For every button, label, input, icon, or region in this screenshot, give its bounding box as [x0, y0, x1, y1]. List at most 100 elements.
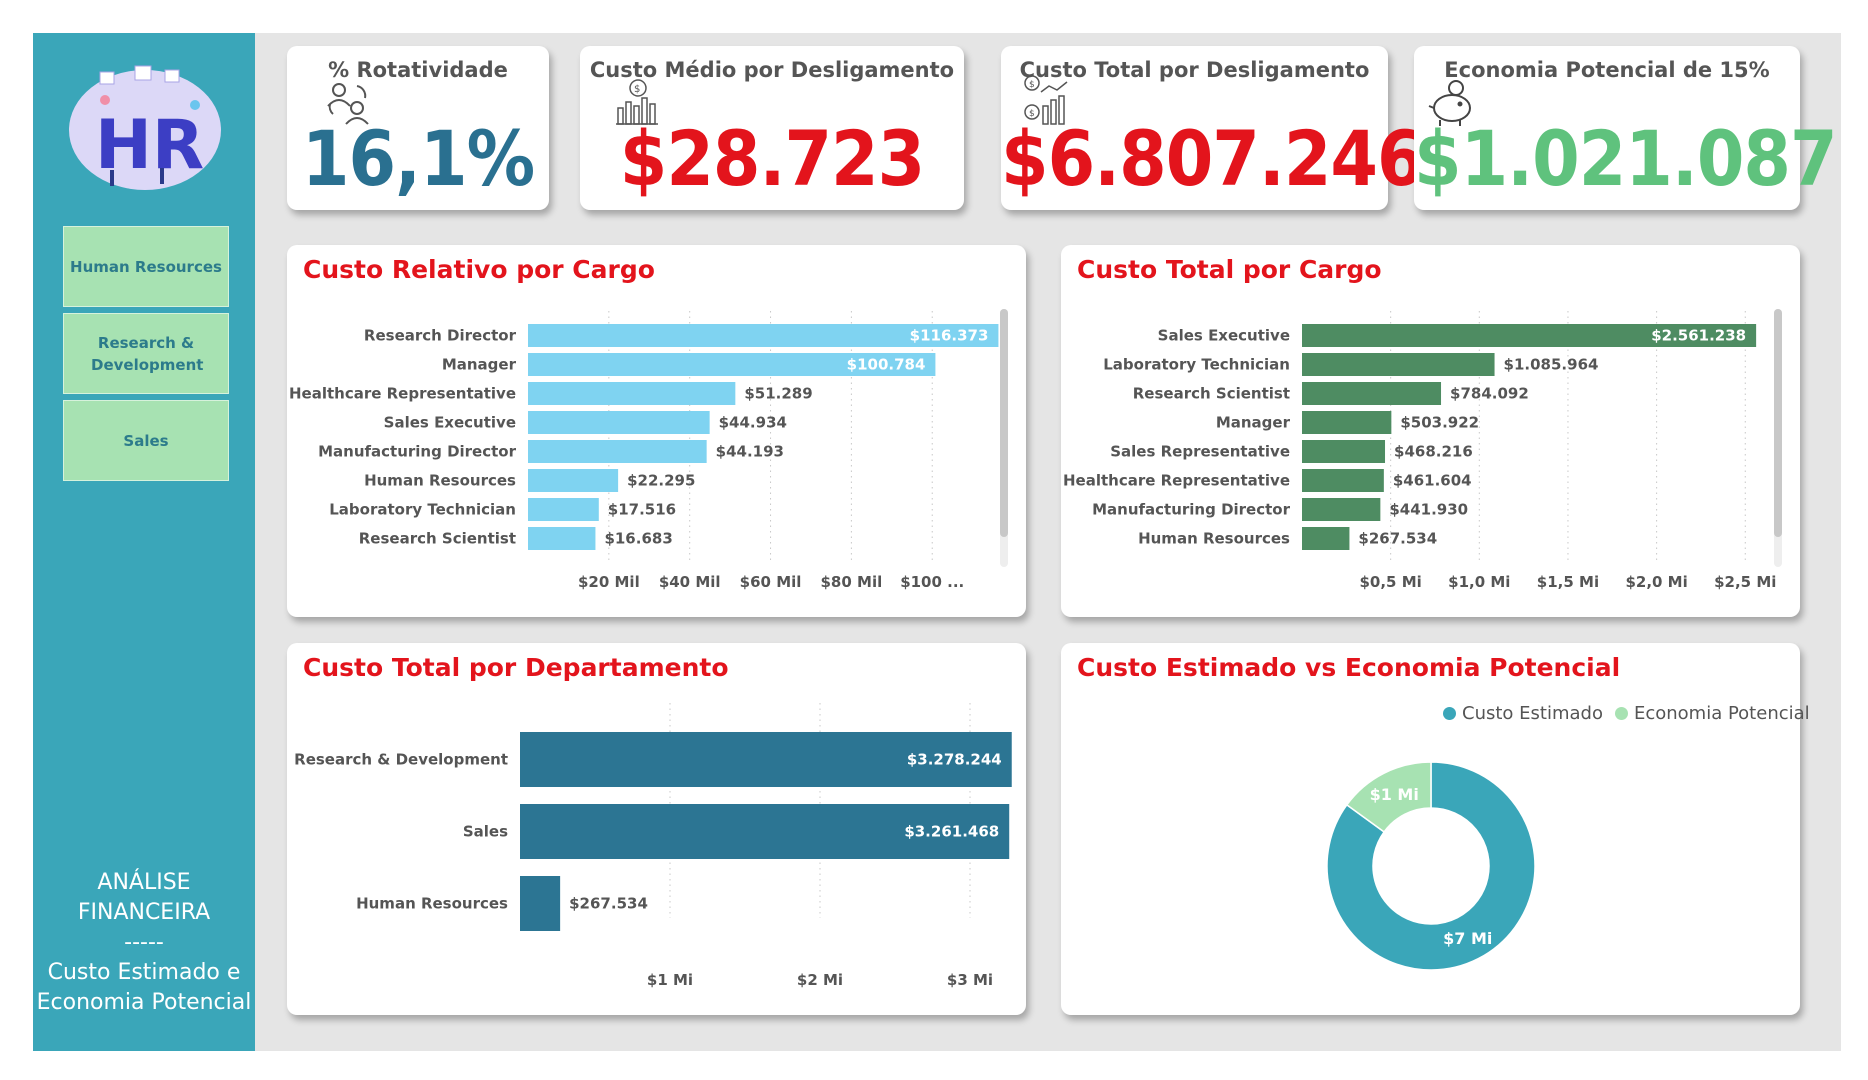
bar[interactable]	[528, 498, 599, 521]
bar[interactable]	[528, 469, 619, 492]
category-label: Human Resources	[1138, 530, 1290, 548]
money-growth-icon: $ $	[1023, 74, 1073, 130]
kpi-card-custo-total: Custo Total por Desligamento $ $ $6.807.…	[1001, 46, 1425, 210]
data-label: $267.534	[1358, 530, 1437, 548]
x-tick-label: $1 Mi	[647, 971, 693, 989]
chart-card-custo-departamento: Custo Total por Departamento $1 Mi $2 Mi $…	[287, 643, 1026, 1015]
category-label: Sales	[463, 823, 508, 841]
piggy-bank-icon	[1426, 78, 1480, 132]
bar-chart-custo-relativo: $20 Mil $40 Mil $60 Mil $80 Mil $100 ... Rese…	[289, 311, 999, 591]
bar[interactable]	[528, 440, 707, 463]
scrollbar-thumb[interactable]	[1774, 309, 1782, 537]
category-label: Research Scientist	[359, 530, 516, 548]
bar[interactable]	[1302, 411, 1392, 434]
chart-title: Custo Estimado vs Economia Potencial	[1077, 653, 1621, 682]
data-label: $17.516	[608, 501, 676, 519]
category-label: Manufacturing Director	[318, 443, 517, 461]
bar[interactable]	[1302, 440, 1386, 463]
bar[interactable]	[528, 411, 710, 434]
nav-label: Sales	[123, 431, 169, 450]
data-label: $267.534	[569, 895, 648, 913]
data-label: $116.373	[910, 327, 989, 345]
x-tick-label: $40 Mil	[659, 573, 721, 591]
bar[interactable]	[1302, 382, 1442, 405]
bar[interactable]	[520, 876, 561, 931]
donut-slice[interactable]	[1326, 761, 1536, 971]
data-label: $461.604	[1393, 472, 1472, 490]
x-tick-label: $100 ...	[900, 573, 964, 591]
x-tick-label: $1,5 Mi	[1537, 573, 1599, 591]
category-label: Research Scientist	[1133, 385, 1290, 403]
hr-logo: HR	[65, 60, 225, 195]
scrollbar[interactable]	[1000, 309, 1008, 567]
category-label: Laboratory Technician	[329, 501, 516, 519]
bar[interactable]	[1302, 498, 1381, 521]
sidebar	[33, 33, 255, 1051]
data-label: $51.289	[744, 385, 812, 403]
kpi-value: $1.021.087	[1414, 114, 1838, 203]
bar[interactable]	[520, 732, 1012, 787]
data-label: $784.092	[1450, 385, 1529, 403]
nav-button-human-resources[interactable]: Human Resources	[63, 226, 229, 307]
bar-chart-custo-departamento: $1 Mi $2 Mi $3 Mi Research & Development $3.…	[294, 703, 1012, 989]
kpi-value: $6.807.246	[1001, 114, 1425, 203]
legend-swatch	[1614, 707, 1628, 720]
chart-title: Custo Total por Departamento	[303, 653, 729, 682]
caption-line: FINANCEIRA	[77, 900, 211, 925]
bar[interactable]	[1302, 353, 1495, 376]
data-label: $44.934	[719, 414, 787, 432]
data-label: $503.922	[1400, 414, 1479, 432]
caption-line: ANÁLISE	[97, 870, 191, 895]
category-label: Human Resources	[364, 472, 516, 490]
scrollbar-thumb[interactable]	[1000, 309, 1008, 537]
data-label: $468.216	[1394, 443, 1473, 461]
x-tick-label: $2,5 Mi	[1714, 573, 1776, 591]
data-label: $3.278.244	[907, 751, 1002, 769]
bar[interactable]	[528, 324, 999, 347]
category-label: Manager	[1216, 414, 1291, 432]
kpi-value: 16,1%	[301, 114, 535, 203]
category-label: Manufacturing Director	[1092, 501, 1291, 519]
people-turnover-icon	[323, 78, 373, 132]
kpi-card-rotatividade: % Rotatividade 16,1%	[287, 46, 549, 210]
donut-slice[interactable]	[1345, 761, 1432, 833]
bar[interactable]	[520, 804, 1010, 859]
nav-label: Human Resources	[70, 257, 222, 276]
data-label: $22.295	[627, 472, 695, 490]
bar[interactable]	[1302, 469, 1384, 492]
kpi-title: Custo Médio por Desligamento	[589, 58, 955, 82]
bar[interactable]	[528, 382, 736, 405]
cost-chart-icon: $	[612, 78, 662, 130]
sidebar-caption: ANÁLISE FINANCEIRA ----- Custo Estimado …	[33, 868, 255, 1018]
x-tick-label: $60 Mil	[740, 573, 802, 591]
x-tick-label: $2 Mi	[797, 971, 843, 989]
caption-line: Economia Potencial	[36, 990, 252, 1015]
kpi-value: $28.723	[619, 114, 925, 203]
bar[interactable]	[528, 353, 936, 376]
bar[interactable]	[1302, 527, 1350, 550]
kpi-card-economia: Economia Potencial de 15% $1.021.087	[1414, 46, 1838, 210]
caption-line: -----	[124, 930, 164, 955]
category-label: Human Resources	[356, 895, 508, 913]
legend-swatch	[1443, 707, 1456, 720]
kpi-title: Economia Potencial de 15%	[1444, 58, 1770, 82]
scrollbar[interactable]	[1774, 309, 1782, 567]
category-label: Healthcare Representative	[1063, 472, 1290, 490]
chart-card-custo-relativo: Custo Relativo por Cargo $20 Mil $40 Mil $…	[287, 245, 1026, 617]
x-tick-label: $80 Mil	[821, 573, 883, 591]
legend-label: Custo Estimado	[1462, 703, 1603, 724]
bar[interactable]	[528, 527, 596, 550]
category-label: Sales Representative	[1110, 443, 1290, 461]
category-label: Sales Executive	[1158, 327, 1290, 345]
nav-button-sales[interactable]: Sales	[63, 400, 229, 481]
svg-text:$: $	[1029, 80, 1035, 90]
chart-title: Custo Total por Cargo	[1077, 255, 1382, 284]
nav-button-research-development[interactable]: Research & Development	[63, 313, 229, 394]
category-label: Manager	[442, 356, 517, 374]
bar[interactable]	[1302, 324, 1757, 347]
category-label: Research & Development	[294, 751, 508, 769]
nav-label: Research & Development	[91, 333, 204, 374]
x-tick-label: $20 Mil	[578, 573, 640, 591]
donut-chart-estimado-vs-economia: $7 Mi $1 Mi	[1326, 761, 1536, 971]
category-label: Sales Executive	[384, 414, 516, 432]
